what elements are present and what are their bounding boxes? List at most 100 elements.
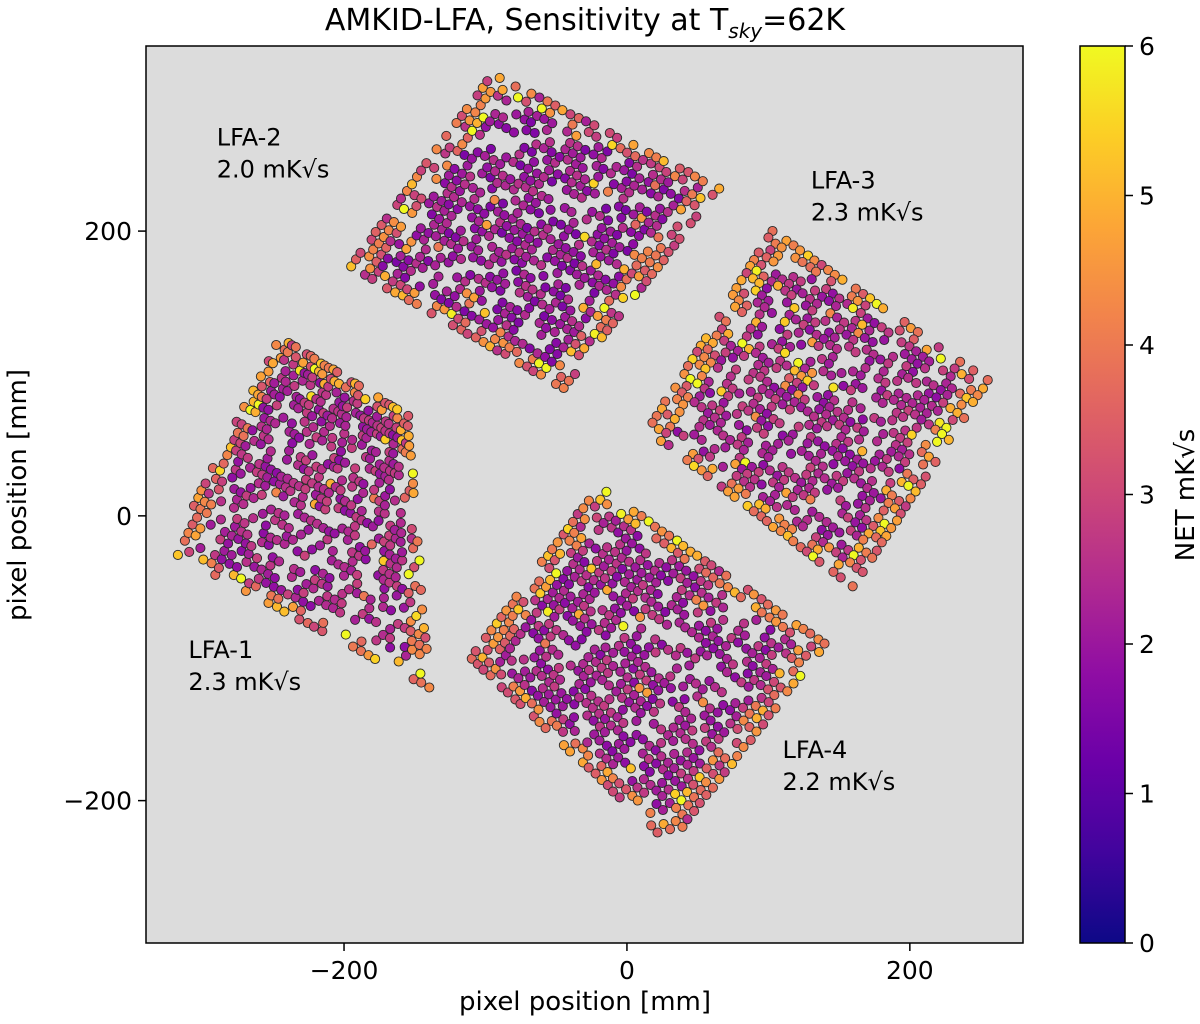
detector-pixel (743, 437, 754, 448)
detector-pixel (279, 510, 290, 521)
detector-pixel (490, 166, 501, 177)
detector-pixel (590, 768, 601, 779)
detector-pixel (803, 450, 814, 461)
detector-pixel (714, 578, 725, 589)
detector-pixel (575, 521, 586, 532)
detector-pixel (694, 797, 705, 809)
detector-pixel (588, 575, 599, 586)
detector-pixel (821, 517, 832, 528)
detector-pixel (281, 454, 293, 465)
array-sensitivity-label: 2.3 mK√s (188, 668, 301, 696)
detector-pixel (651, 533, 662, 544)
detector-pixel (574, 321, 585, 332)
detector-pixel (588, 178, 599, 189)
detector-pixel (371, 617, 382, 628)
detector-pixel (215, 534, 226, 545)
detector-pixel (686, 713, 697, 724)
detector-pixel (763, 684, 774, 695)
detector-pixel (578, 659, 589, 670)
detector-pixel (547, 587, 558, 598)
detector-pixel (441, 218, 452, 229)
detector-pixel (602, 584, 613, 596)
detector-pixel (634, 669, 645, 680)
detector-pixel (696, 434, 707, 445)
detector-pixel (772, 280, 784, 291)
detector-pixel (833, 451, 844, 462)
detector-pixel (713, 747, 724, 758)
detector-pixel (597, 605, 608, 616)
detector-pixel (850, 347, 861, 358)
detector-pixel (565, 109, 576, 120)
detector-pixel (833, 559, 844, 570)
detector-pixel (705, 715, 716, 726)
detector-pixel (569, 369, 581, 380)
detector-pixel (864, 495, 875, 506)
detector-pixel (818, 333, 829, 344)
detector-pixel (235, 468, 246, 479)
detector-pixel (757, 321, 768, 332)
detector-pixel (635, 555, 646, 566)
detector-pixel (267, 358, 278, 369)
detector-pixel (545, 204, 556, 215)
detector-pixel (805, 356, 816, 367)
detector-pixel (612, 132, 623, 143)
detector-pixel (812, 436, 823, 447)
detector-pixel (678, 430, 689, 441)
detector-pixel (589, 120, 600, 131)
detector-pixel (661, 427, 672, 438)
detector-pixel (265, 560, 276, 571)
detector-pixel (582, 737, 593, 748)
detector-pixel (730, 458, 741, 470)
detector-pixel (611, 571, 622, 582)
detector-pixel (530, 197, 541, 208)
detector-pixel (573, 350, 584, 361)
detector-pixel (554, 604, 565, 615)
detector-pixel (512, 207, 523, 219)
detector-pixel (648, 718, 659, 729)
detector-pixel (624, 569, 635, 580)
detector-pixel (514, 149, 525, 160)
detector-pixel (687, 189, 698, 200)
detector-pixel (421, 643, 432, 654)
detector-pixel (205, 519, 216, 530)
detector-pixel (855, 403, 866, 414)
detector-pixel (280, 366, 291, 377)
detector-pixel (557, 726, 569, 737)
detector-pixel (826, 276, 837, 287)
detector-pixel (650, 180, 661, 191)
detector-pixel (295, 500, 306, 511)
detector-pixel (617, 292, 629, 303)
detector-pixel (602, 325, 613, 336)
detector-pixel (952, 407, 963, 418)
detector-pixel (495, 159, 506, 170)
detector-pixel (739, 288, 750, 299)
detector-pixel (506, 312, 517, 323)
detector-pixel (532, 237, 543, 248)
detector-pixel (782, 500, 793, 511)
detector-pixel (459, 306, 470, 317)
detector-pixel (278, 491, 289, 502)
detector-pixel (837, 443, 848, 454)
detector-pixel (525, 204, 536, 215)
detector-pixel (614, 778, 625, 789)
detector-pixel (842, 512, 854, 523)
detector-pixel (679, 694, 690, 705)
detector-pixel (689, 806, 700, 817)
detector-pixel (303, 524, 314, 535)
detector-pixel (554, 360, 565, 371)
detector-pixel (549, 256, 560, 267)
detector-pixel (915, 402, 926, 413)
detector-pixel (469, 193, 480, 205)
detector-pixel (706, 560, 717, 571)
detector-pixel (637, 184, 648, 195)
detector-pixel (652, 262, 663, 273)
detector-pixel (905, 493, 916, 504)
detector-pixel (741, 425, 752, 436)
detector-pixel (527, 186, 539, 197)
detector-pixel (857, 490, 868, 501)
detector-pixel (431, 144, 442, 155)
detector-pixel (677, 174, 688, 185)
detector-pixel (835, 572, 846, 583)
detector-pixel (584, 295, 595, 306)
detector-pixel (292, 546, 303, 557)
